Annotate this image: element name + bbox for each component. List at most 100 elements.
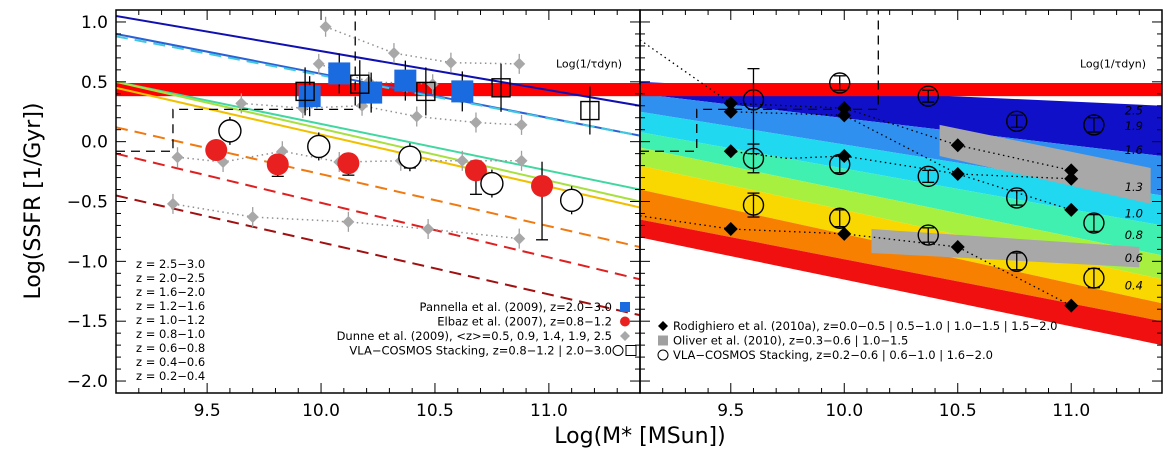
ytick-label-1: 0.5	[81, 73, 108, 93]
data-marks	[166, 16, 1105, 313]
dunne-point-12	[515, 118, 528, 131]
z-legend-0: z = 2.5−3.0	[136, 257, 205, 271]
legend-sym-vla-c	[612, 345, 624, 356]
dunne-point-24	[426, 78, 439, 91]
dunne-point-22	[312, 57, 325, 70]
legend-sym-rod	[658, 321, 668, 331]
pannella-point-3	[394, 69, 417, 92]
ytick-label-2: 0.0	[81, 133, 108, 153]
z-legend-8: z = 0.2−0.4	[136, 369, 205, 383]
legend-sym-vla-s	[625, 345, 637, 356]
rod-point-8	[950, 138, 965, 153]
tdyn-label-left: Log(1/τdyn)	[556, 57, 622, 70]
vla-right-circle-11	[1006, 250, 1028, 273]
elbaz-point-4	[464, 159, 487, 182]
dunne-point-16	[422, 223, 435, 236]
vla-left-circle-4	[559, 188, 584, 213]
band-label-1.6: 1.6	[1125, 143, 1143, 157]
dunne-point-17	[513, 232, 526, 245]
vla-right-circle-4	[829, 153, 851, 176]
elbaz-point-0	[205, 139, 228, 162]
ytick-label-5: −1.5	[67, 312, 108, 332]
vla-right-circle-1	[742, 147, 765, 170]
z-legend-5: z = 0.8−1.0	[136, 327, 205, 341]
vla-right-circle-14	[1083, 267, 1105, 289]
z-line-8	[116, 194, 640, 317]
vla-left-circle-3	[480, 171, 504, 196]
left-legend-2: Dunne et al. (2009), <z>=0.5, 0.9, 1.4, …	[337, 329, 612, 343]
xtick-label-1-2: 10.5	[939, 401, 977, 421]
vla-right-circle-7	[917, 165, 939, 188]
legend-sym-vla-r	[657, 349, 669, 361]
left-legend-0: Pannella et al. (2009), z=2.0−3.0	[420, 300, 612, 314]
pannella-point-0	[298, 85, 321, 108]
xtick-label-0-3: 11.0	[530, 401, 568, 421]
oliver-boxes	[871, 124, 1151, 268]
dashed-boxes	[116, 10, 879, 152]
dunne-track-1	[241, 102, 522, 126]
xtick-label-1-0: 9.5	[717, 401, 744, 421]
vla-right-circle-12	[1083, 114, 1105, 136]
z-legend-4: z = 1.0−1.2	[136, 313, 205, 327]
left-legend-sym-1	[620, 316, 630, 327]
dunne-point-10	[410, 110, 423, 123]
right-legend-sym-1	[658, 335, 668, 346]
vla-left-square-1	[350, 74, 370, 94]
oliver-box-high	[939, 124, 1151, 204]
z-line-5	[116, 86, 640, 209]
xtick-label-0-1: 10.0	[302, 401, 340, 421]
left-legend-sym-0	[620, 302, 630, 312]
vla-right-circle-0	[742, 89, 765, 111]
band-2.5	[640, 81, 1162, 157]
dashed-box-left	[116, 10, 356, 152]
vla-right-circle-8	[917, 224, 939, 246]
rod-point-5	[837, 108, 852, 123]
dunne-point-0	[171, 151, 184, 164]
dunne-point-11	[469, 116, 482, 129]
vla-right-circle-13	[1083, 212, 1105, 234]
rod-point-0	[723, 96, 738, 111]
z-line-0	[116, 14, 640, 107]
axis-ticks	[116, 10, 1162, 393]
band-label-0.6: 0.6	[1125, 251, 1143, 265]
vla-right-circle-5	[829, 207, 851, 229]
band-label-2.5: 2.5	[1125, 104, 1143, 118]
z-legend-3: z = 1.2−1.6	[136, 299, 205, 313]
band-0.6	[640, 189, 1162, 322]
elbaz-point-2	[337, 152, 360, 175]
rod-point-10	[950, 239, 965, 254]
band-label-1.9: 1.9	[1125, 119, 1143, 133]
band-label-1.0: 1.0	[1125, 206, 1143, 220]
z-legend-2: z = 1.6−2.0	[136, 285, 205, 299]
dunne-point-5	[456, 154, 469, 167]
rod-point-11	[1064, 163, 1079, 178]
band-1.3	[640, 132, 1162, 256]
right-legend-sym-0	[658, 321, 668, 331]
z-line-7	[116, 152, 640, 281]
dunne-point-6	[515, 154, 528, 167]
z-line-3	[116, 80, 640, 191]
vla-left-square-2	[416, 81, 436, 102]
left-legend-1: Elbaz et al. (2007), z=0.8−1.2	[437, 315, 612, 329]
z-line-6	[116, 126, 640, 248]
vla-left-circle-1	[307, 134, 331, 159]
oliver-box-low	[871, 229, 1140, 268]
left-panel-z-lines	[116, 14, 640, 317]
legend-sym-pannella	[620, 302, 630, 312]
ytick-label-6: −2.0	[67, 372, 108, 392]
band-label-0.4: 0.4	[1125, 278, 1143, 292]
vla-right-circle-9	[1006, 110, 1028, 133]
vla-right-circle-6	[917, 85, 939, 107]
xtick-label-0-2: 10.5	[416, 401, 454, 421]
band-0.4	[640, 219, 1162, 346]
dunne-point-18	[319, 20, 332, 33]
pannella-point-4	[451, 80, 474, 103]
dunne-point-13	[166, 197, 179, 210]
right-legend-sym-2	[657, 349, 669, 361]
pannella-point-2	[360, 81, 383, 104]
z-line-4	[116, 80, 640, 203]
dunne-point-15	[342, 215, 355, 228]
rod-point-4	[837, 101, 852, 116]
